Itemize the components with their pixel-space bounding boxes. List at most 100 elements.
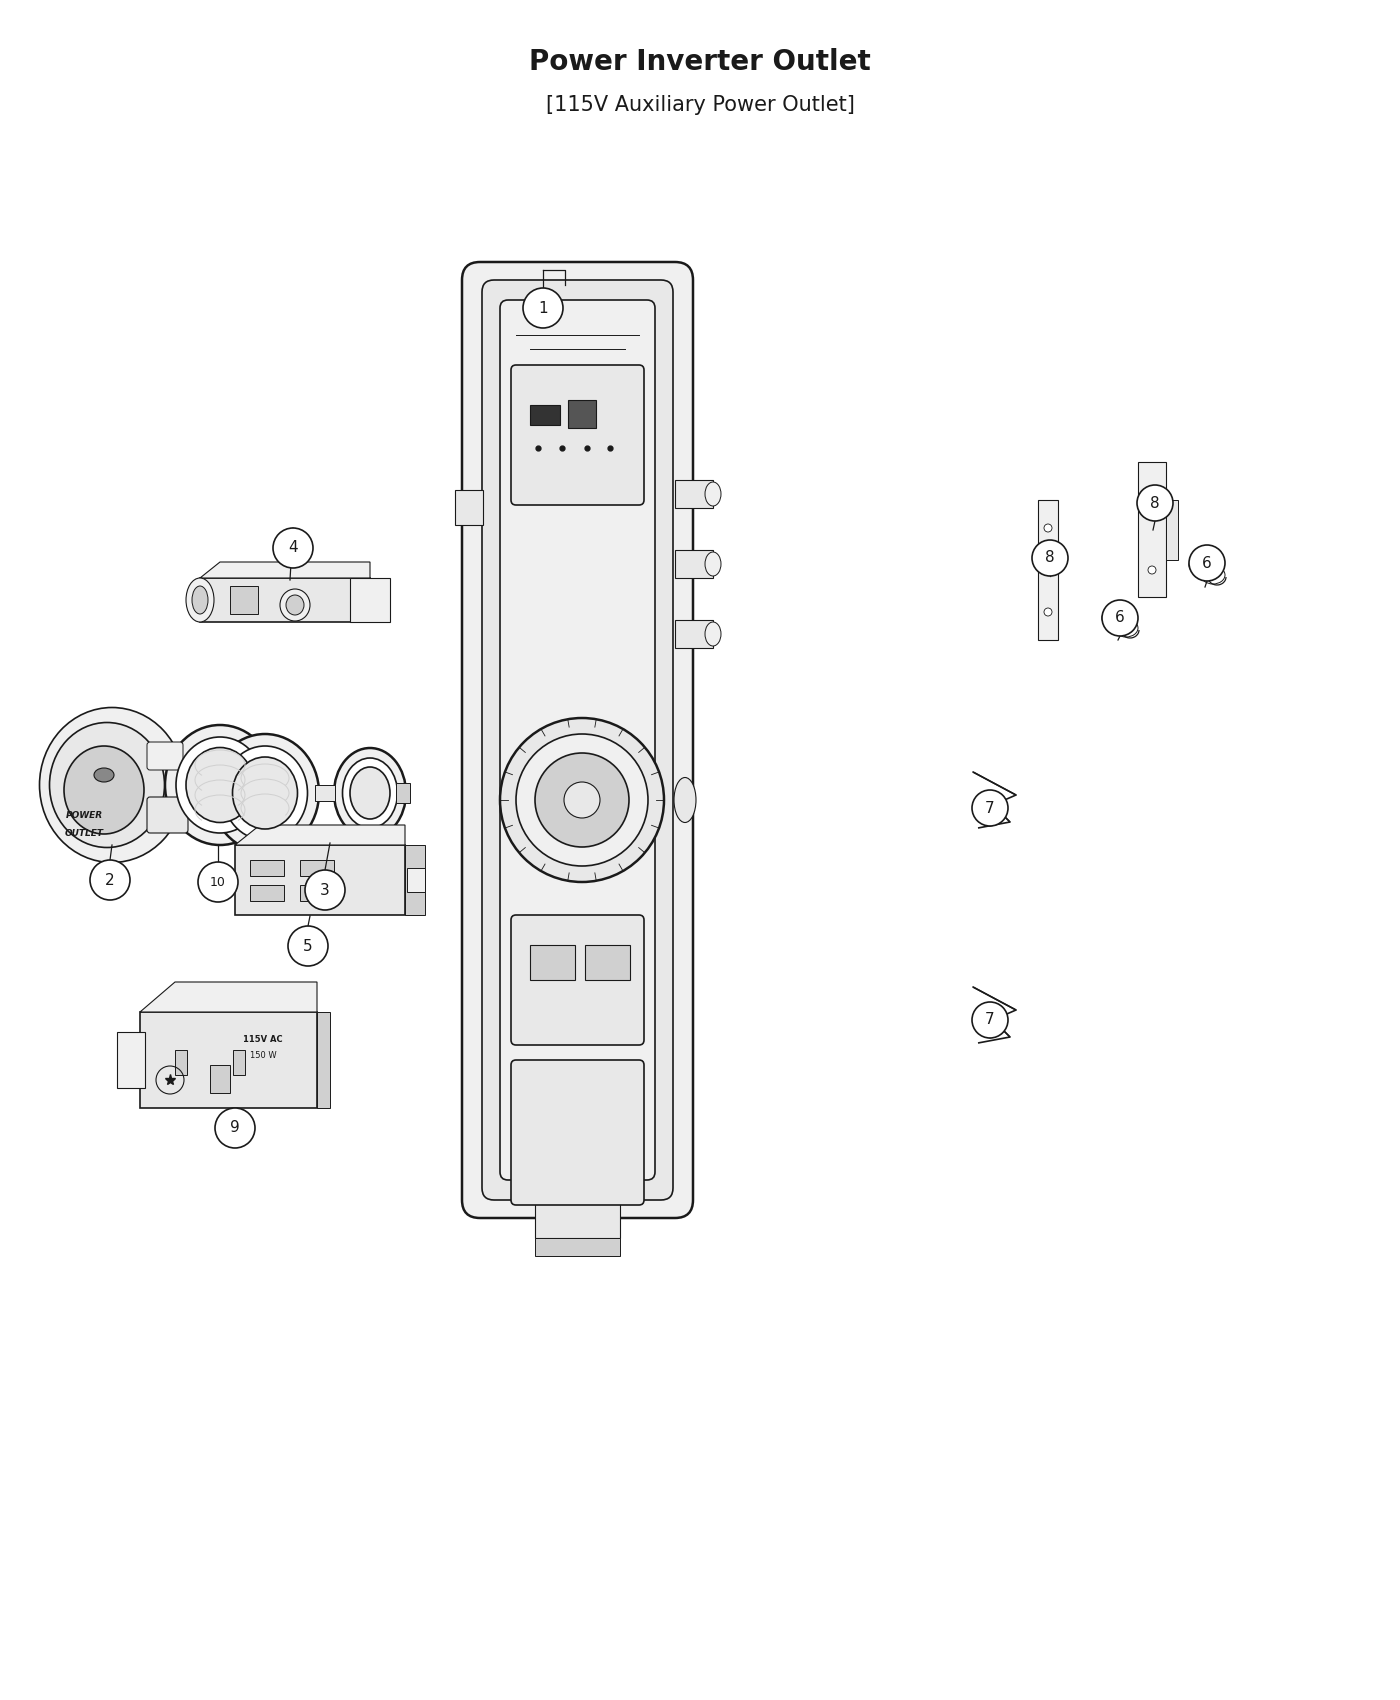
Ellipse shape [49,722,165,848]
Bar [1166,500,1177,559]
Circle shape [1137,484,1173,520]
Polygon shape [235,845,405,915]
Polygon shape [140,983,316,1011]
Bar [535,1238,620,1256]
Ellipse shape [1044,609,1051,615]
Circle shape [197,862,238,903]
Circle shape [500,717,664,882]
Ellipse shape [350,767,391,819]
Ellipse shape [1148,486,1156,495]
Bar [675,479,713,508]
Bar [315,785,335,801]
Ellipse shape [94,768,113,782]
Text: 2: 2 [105,872,115,887]
Circle shape [524,287,563,328]
Text: 4: 4 [288,541,298,556]
Text: 7: 7 [986,1013,995,1027]
Polygon shape [140,1012,316,1108]
FancyBboxPatch shape [500,299,655,1180]
Circle shape [1032,541,1068,576]
Ellipse shape [706,622,721,646]
Circle shape [564,782,601,818]
Ellipse shape [673,777,696,823]
Text: 9: 9 [230,1120,239,1136]
Bar [531,945,575,979]
Ellipse shape [211,734,319,852]
Polygon shape [235,824,405,845]
Bar [300,886,335,901]
Bar [200,578,370,622]
Bar [568,400,596,428]
Bar [175,1051,188,1074]
Text: [115V Auxiliary Power Outlet]: [115V Auxiliary Power Outlet] [546,95,854,116]
Text: 1: 1 [538,301,547,316]
Circle shape [288,927,328,966]
Ellipse shape [64,746,144,835]
Bar [210,1064,230,1093]
Bar [350,578,391,622]
Ellipse shape [343,758,398,828]
Bar [251,860,284,876]
Ellipse shape [335,748,406,838]
Text: 8: 8 [1151,495,1159,510]
Bar [407,869,426,893]
Text: 150 W: 150 W [249,1051,276,1059]
Bar [531,405,560,425]
Bar [1037,500,1058,639]
Polygon shape [200,563,370,578]
Bar [675,620,713,648]
FancyBboxPatch shape [511,915,644,1046]
Ellipse shape [286,595,304,615]
Ellipse shape [223,746,308,840]
Ellipse shape [706,552,721,576]
Bar [118,1032,146,1088]
FancyBboxPatch shape [511,1061,644,1205]
Bar [396,784,410,802]
Text: 115V AC: 115V AC [244,1035,283,1044]
Ellipse shape [176,738,265,833]
Text: 3: 3 [321,882,330,898]
Text: 7: 7 [986,801,995,816]
Text: 6: 6 [1203,556,1212,571]
Ellipse shape [1189,554,1221,576]
Ellipse shape [1102,607,1134,629]
Bar [585,945,630,979]
Ellipse shape [1044,524,1051,532]
Text: OUTLET: OUTLET [64,828,104,838]
Ellipse shape [280,588,309,620]
Bar [535,1190,620,1238]
Circle shape [1102,600,1138,636]
Polygon shape [316,1012,330,1108]
FancyBboxPatch shape [511,366,644,505]
FancyBboxPatch shape [482,280,673,1200]
Bar [232,1051,245,1074]
Bar [1138,462,1166,597]
Bar [300,860,335,876]
Circle shape [1189,546,1225,581]
Text: 6: 6 [1116,610,1124,626]
Ellipse shape [165,724,274,845]
Circle shape [972,790,1008,826]
Ellipse shape [186,578,214,622]
Text: Power Inverter Outlet: Power Inverter Outlet [529,48,871,76]
Circle shape [90,860,130,899]
Bar [675,551,713,578]
Ellipse shape [232,756,297,830]
Ellipse shape [186,748,253,823]
Text: POWER: POWER [66,811,102,819]
Text: 10: 10 [210,876,225,889]
Bar [251,886,284,901]
Circle shape [273,529,314,568]
Ellipse shape [192,586,209,614]
Circle shape [216,1108,255,1148]
Circle shape [517,734,648,865]
Circle shape [972,1001,1008,1039]
Bar [230,586,258,614]
Text: 8: 8 [1046,551,1054,566]
Ellipse shape [1148,566,1156,575]
FancyBboxPatch shape [147,797,188,833]
Circle shape [535,753,629,847]
Polygon shape [405,845,426,915]
Ellipse shape [39,707,185,862]
Ellipse shape [706,483,721,507]
